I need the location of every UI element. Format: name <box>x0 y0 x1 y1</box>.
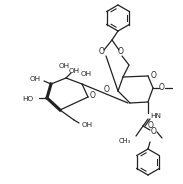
Text: O: O <box>90 91 96 100</box>
Text: OH: OH <box>68 68 80 74</box>
Text: OH: OH <box>81 71 92 77</box>
Text: O: O <box>159 84 165 93</box>
Text: O: O <box>99 47 105 56</box>
Text: O: O <box>151 70 157 79</box>
Text: OH: OH <box>82 122 93 128</box>
Text: OH: OH <box>30 76 41 82</box>
Text: O: O <box>104 84 110 93</box>
Text: HO: HO <box>22 96 33 102</box>
Text: HN: HN <box>150 113 161 119</box>
Text: O: O <box>148 121 154 130</box>
Text: OH: OH <box>58 63 70 69</box>
Text: O: O <box>118 47 124 56</box>
Text: O: O <box>151 127 157 135</box>
Text: CH₃: CH₃ <box>119 138 131 144</box>
